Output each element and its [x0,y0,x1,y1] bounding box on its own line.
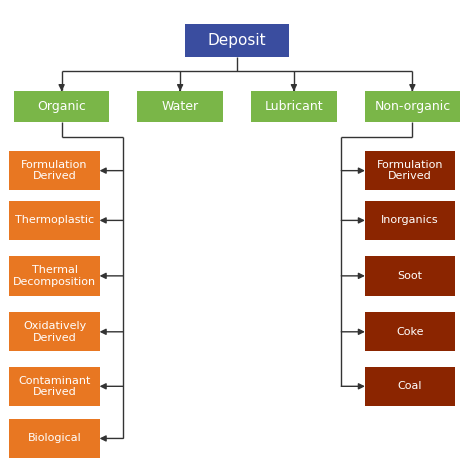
FancyBboxPatch shape [14,91,109,122]
Text: Biological: Biological [27,433,82,444]
FancyBboxPatch shape [365,201,455,240]
Text: Formulation
Derived: Formulation Derived [377,160,443,182]
FancyBboxPatch shape [9,419,100,458]
Text: Formulation
Derived: Formulation Derived [21,160,88,182]
FancyBboxPatch shape [251,91,337,122]
FancyBboxPatch shape [9,151,100,190]
Text: Oxidatively
Derived: Oxidatively Derived [23,321,86,343]
Text: Contaminant
Derived: Contaminant Derived [18,375,91,397]
Text: Thermoplastic: Thermoplastic [15,215,94,226]
FancyBboxPatch shape [9,201,100,240]
FancyBboxPatch shape [9,367,100,406]
FancyBboxPatch shape [365,256,455,296]
FancyBboxPatch shape [9,256,100,296]
Text: Thermal
Decomposition: Thermal Decomposition [13,265,96,287]
FancyBboxPatch shape [185,24,289,57]
Text: Organic: Organic [37,100,86,113]
Text: Coke: Coke [396,327,424,337]
Text: Non-organic: Non-organic [374,100,450,113]
Text: Water: Water [162,100,199,113]
FancyBboxPatch shape [365,91,460,122]
FancyBboxPatch shape [365,312,455,352]
FancyBboxPatch shape [137,91,223,122]
FancyBboxPatch shape [365,367,455,406]
FancyBboxPatch shape [365,151,455,190]
Text: Coal: Coal [398,381,422,392]
FancyBboxPatch shape [9,312,100,352]
Text: Deposit: Deposit [208,33,266,48]
Text: Soot: Soot [398,271,422,281]
Text: Inorganics: Inorganics [381,215,439,226]
Text: Lubricant: Lubricant [264,100,323,113]
